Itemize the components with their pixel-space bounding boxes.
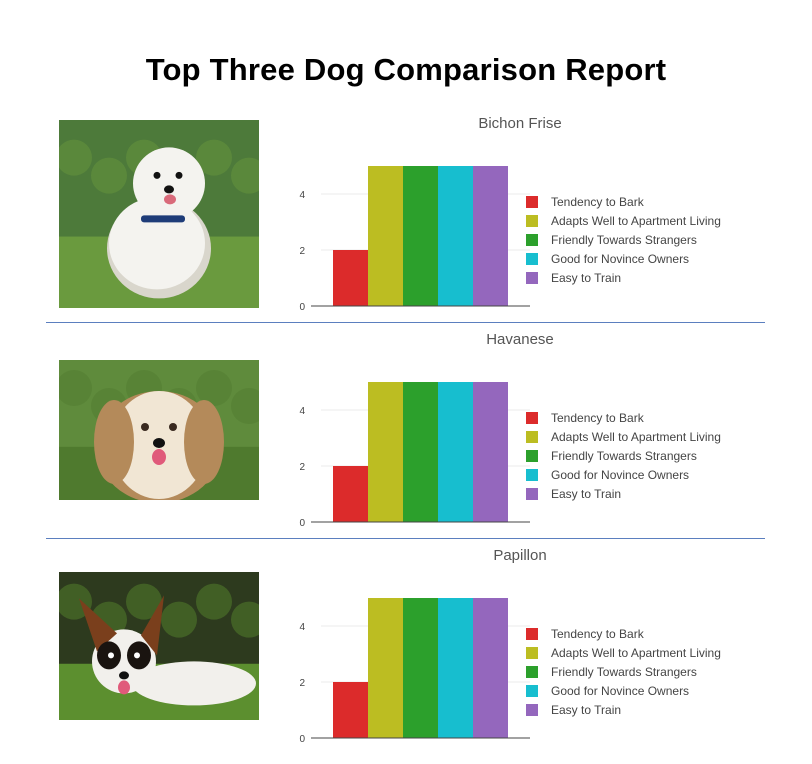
legend-swatch [526,272,538,284]
legend-label: Friendly Towards Strangers [551,665,697,679]
bar-good-for-novince-owners [438,382,473,522]
section-divider [46,538,765,539]
legend-swatch [526,704,538,716]
legend-label: Friendly Towards Strangers [551,233,697,247]
bar-easy-to-train [473,382,508,522]
y-tick-label: 0 [299,734,305,745]
legend-swatch [526,647,538,659]
bar-tendency-to-bark [333,250,368,306]
legend-swatch [526,412,538,424]
y-tick-label: 0 [299,518,305,529]
legend-label: Good for Novince Owners [551,468,689,482]
bichon-frise-chart: Bichon Frise 0 2 4 Tendency to Bark Adapts We… [296,112,766,322]
y-tick-label: 4 [299,406,305,417]
bichon-frise-photo [59,120,259,308]
legend-swatch [526,488,538,500]
chart-title: Bichon Frise [478,115,561,132]
legend-label: Easy to Train [551,703,621,717]
legend-swatch [526,450,538,462]
bichon-frise-photo-icon [59,120,259,308]
bar-adapts-well-to-apartment-living [368,382,403,522]
legend-label: Good for Novince Owners [551,684,689,698]
legend-swatch [526,253,538,265]
legend-label: Adapts Well to Apartment Living [551,430,721,444]
legend-label: Adapts Well to Apartment Living [551,646,721,660]
legend-label: Tendency to Bark [551,195,645,209]
bar-easy-to-train [473,598,508,738]
legend-label: Adapts Well to Apartment Living [551,214,721,228]
legend-label: Friendly Towards Strangers [551,449,697,463]
y-tick-label: 4 [299,622,305,633]
havanese-chart: Havanese 0 2 4 Tendency to Bark Adapts Well t… [296,328,766,538]
y-tick-label: 2 [299,678,305,689]
havanese-photo-icon [59,360,259,500]
y-tick-label: 2 [299,462,305,473]
bar-easy-to-train [473,166,508,306]
bar-adapts-well-to-apartment-living [368,166,403,306]
bar-friendly-towards-strangers [403,166,438,306]
legend-swatch [526,469,538,481]
legend-swatch [526,196,538,208]
chart-title: Papillon [493,547,546,564]
bar-adapts-well-to-apartment-living [368,598,403,738]
papillon-photo [59,572,259,720]
legend-label: Easy to Train [551,271,621,285]
legend-label: Good for Novince Owners [551,252,689,266]
legend-label: Easy to Train [551,487,621,501]
section-divider [46,322,765,323]
y-tick-label: 4 [299,190,305,201]
y-tick-label: 2 [299,246,305,257]
bar-friendly-towards-strangers [403,382,438,522]
chart-title: Havanese [486,331,554,348]
report-title: Top Three Dog Comparison Report [145,52,667,87]
papillon-photo-icon [59,572,259,720]
legend-label: Tendency to Bark [551,411,645,425]
legend-swatch [526,685,538,697]
havanese-photo [59,360,259,500]
bar-tendency-to-bark [333,682,368,738]
bar-friendly-towards-strangers [403,598,438,738]
legend-label: Tendency to Bark [551,627,645,641]
bar-good-for-novince-owners [438,166,473,306]
legend-swatch [526,215,538,227]
legend-swatch [526,666,538,678]
y-tick-label: 0 [299,302,305,313]
papillon-chart: Papillon 0 2 4 Tendency to Bark Adapts Well t… [296,544,766,754]
bar-good-for-novince-owners [438,598,473,738]
legend-swatch [526,234,538,246]
legend-swatch [526,431,538,443]
legend-swatch [526,628,538,640]
bar-tendency-to-bark [333,466,368,522]
